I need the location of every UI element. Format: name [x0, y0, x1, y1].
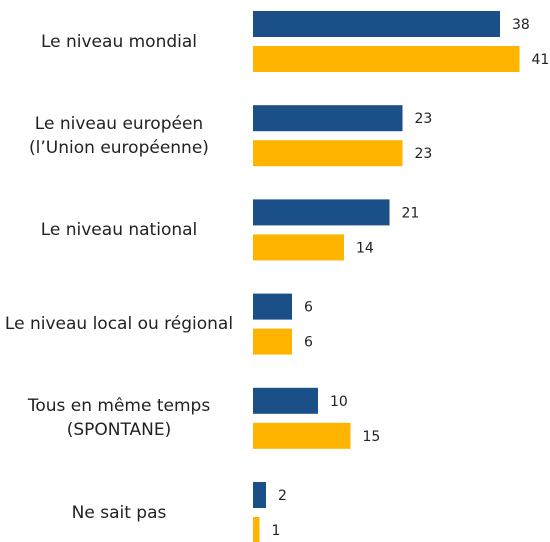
value-label: 10 [330, 394, 348, 410]
bar [253, 422, 351, 449]
value-label: 14 [356, 240, 374, 256]
bar [253, 482, 266, 508]
category-label: Le niveau national [40, 219, 198, 240]
bar [253, 140, 403, 167]
value-label: 38 [512, 17, 530, 33]
category-label: Tous en même temps (SPONTANE) [27, 396, 211, 441]
category-label: Le niveau européen (l’Union européenne) [29, 113, 209, 158]
value-label: 21 [402, 205, 420, 221]
value-label: 2 [278, 488, 287, 504]
category-label: Ne sait pas [71, 502, 167, 523]
bar [253, 105, 403, 132]
value-label: 23 [415, 111, 433, 127]
bar [253, 234, 344, 261]
bar [253, 11, 500, 37]
value-label: 15 [363, 429, 381, 445]
value-label: 41 [532, 52, 550, 68]
bar [253, 387, 318, 414]
value-label: 6 [304, 335, 313, 351]
bar [253, 517, 260, 542]
value-label: 23 [415, 146, 433, 162]
value-label: 6 [304, 300, 313, 316]
category-label: Le niveau mondial [40, 31, 198, 52]
bar [253, 293, 292, 320]
value-label: 1 [272, 523, 281, 539]
bar [253, 46, 520, 72]
bar [253, 199, 390, 226]
category-label: Le niveau local ou régional [4, 314, 234, 335]
bar [253, 328, 292, 355]
